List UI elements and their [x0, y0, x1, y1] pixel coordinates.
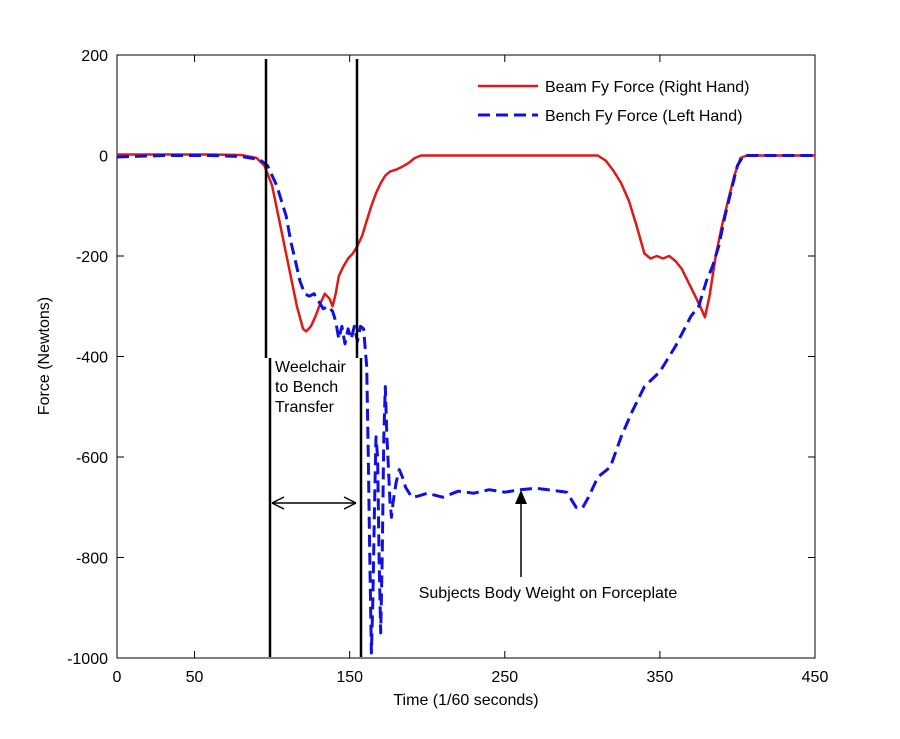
x-tick-label: 150 — [336, 669, 363, 686]
y-tick-label: 0 — [99, 149, 108, 166]
x-axis-ticks: 0 50 150 250 350 450 — [113, 55, 829, 686]
transfer-label-line3: Transfer — [275, 399, 335, 416]
x-tick-label: 50 — [186, 669, 204, 686]
y-tick-label: 200 — [81, 48, 108, 65]
series-layer — [116, 153, 815, 655]
legend-label-beam: Beam Fy Force (Right Hand) — [545, 79, 750, 96]
y-axis-label: Force (Newtons) — [36, 297, 53, 415]
series-line-beam — [117, 153, 815, 333]
transfer-duration-arrow — [271, 496, 357, 510]
transfer-label-line1: Weelchair — [275, 359, 347, 376]
y-axis-ticks: 200 0 -200 -400 -600 -800 -1000 — [67, 48, 815, 668]
legend-label-bench: Bench Fy Force (Left Hand) — [545, 108, 742, 125]
y-tick-label: -800 — [76, 551, 108, 568]
series-line-bench — [116, 154, 815, 655]
y-tick-label: -1000 — [67, 651, 108, 668]
x-axis-label: Time (1/60 seconds) — [393, 692, 538, 709]
legend: Beam Fy Force (Right Hand) Bench Fy Forc… — [478, 79, 750, 125]
transfer-label-line2: to Bench — [275, 379, 338, 396]
bodyweight-label: Subjects Body Weight on Forceplate — [419, 585, 678, 602]
x-tick-label: 350 — [647, 669, 674, 686]
transfer-label-bg — [272, 356, 352, 422]
bodyweight-arrow — [515, 490, 527, 577]
y-tick-label: -200 — [76, 249, 108, 266]
y-tick-label: -600 — [76, 450, 108, 467]
y-tick-label: -400 — [76, 350, 108, 367]
x-tick-label: 250 — [491, 669, 518, 686]
plot-frame — [116, 54, 816, 659]
x-tick-label: 0 — [113, 669, 122, 686]
x-tick-label: 450 — [802, 669, 829, 686]
